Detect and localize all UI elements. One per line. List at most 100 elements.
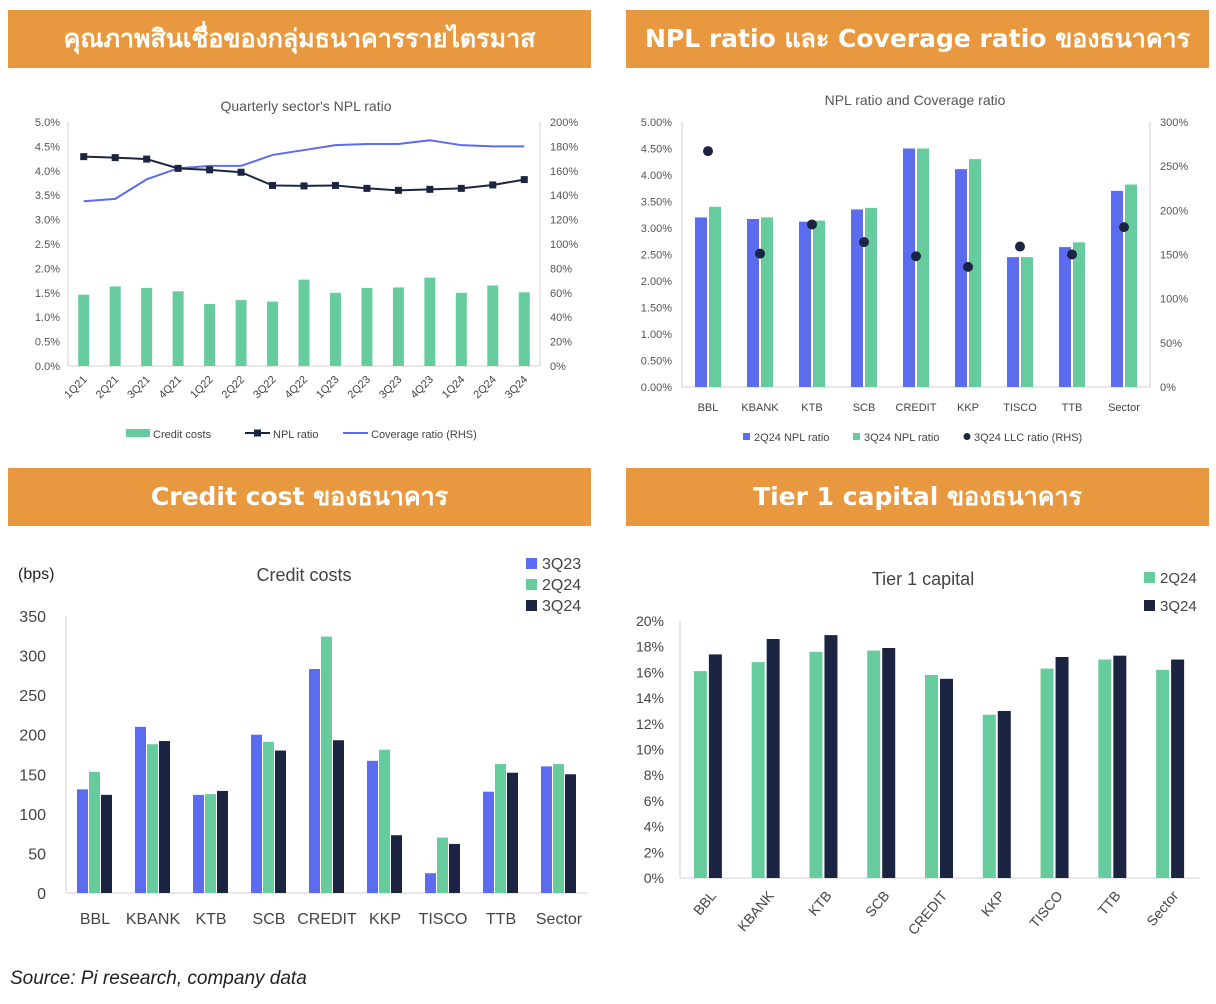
y-tick-label-right: 180% [550, 141, 578, 153]
chart-npl-coverage-svg: NPL ratio and Coverage ratio 0.00% 0.50% 1… [641, 92, 1189, 444]
bar-3q24 [940, 678, 953, 878]
bar-3q23 [425, 873, 436, 893]
banner-npl-coverage: NPL ratio และ Coverage ratio ของธนาคาร [626, 10, 1209, 68]
bar-3q24-npl [1073, 242, 1085, 387]
bar-3q23 [541, 766, 552, 893]
bar-2q24-npl [903, 148, 915, 387]
x-tick-label: 3Q24 [503, 374, 531, 402]
legend-swatch-2q24 [526, 579, 537, 590]
bar-2q24 [1040, 668, 1054, 878]
bar-3q24 [1171, 659, 1185, 878]
y-tick-label-right: 0% [550, 361, 566, 373]
x-tick-label: TTB [486, 911, 516, 928]
bar-3q23 [309, 669, 320, 893]
dot-3q24-llc [703, 146, 713, 157]
bar-3q24 [997, 710, 1011, 878]
y-tick-label-left: 4.5% [35, 141, 60, 153]
marker-npl-ratio [363, 184, 371, 192]
x-tick-label: 2Q22 [220, 374, 248, 402]
chart-credit-costs-svg: Credit costs (bps) 0 50 100 150 200 250 300 350… [18, 556, 588, 928]
bar-3q24 [217, 790, 228, 893]
x-tick-label: 2Q23 [346, 374, 374, 402]
bar-3q24-npl [813, 220, 825, 387]
bar-2q24-npl [851, 209, 863, 387]
bar-3q23 [251, 734, 262, 893]
legend-label: 3Q24 [1160, 598, 1197, 615]
x-tick-label: TTB [1094, 888, 1123, 919]
y-tick-label: 6% [644, 793, 664, 809]
legend-swatch-3q24 [1144, 600, 1155, 611]
legend-label: 3Q24 [542, 598, 581, 615]
y-tick-label: 2% [644, 844, 664, 860]
x-tick-label: KTB [805, 888, 835, 919]
y-tick-label-right: 160% [550, 166, 578, 178]
x-tick-label: BBL [698, 402, 719, 414]
bar-2q24 [553, 763, 564, 893]
y-tick-label: 18% [636, 639, 664, 655]
bar-3q24 [391, 835, 402, 893]
marker-npl-ratio [174, 164, 182, 172]
legend-label: Credit costs [153, 429, 212, 441]
x-tick-label: BBL [80, 911, 110, 928]
legend-label: 3Q23 [542, 556, 581, 573]
bar-credit-costs [109, 286, 121, 366]
y-tick-label: 4% [644, 819, 664, 835]
bar-3q23 [483, 791, 494, 893]
y-tick-label-right: 50% [1160, 338, 1182, 350]
source-note: Source: Pi research, company data [10, 968, 307, 989]
y-tick-label-left: 1.5% [35, 288, 60, 300]
bar-2q24 [693, 671, 707, 878]
bar-3q24 [882, 647, 896, 878]
bar-credit-costs [361, 287, 373, 366]
dot-3q24-llc [1119, 222, 1129, 233]
marker-npl-ratio [206, 166, 214, 174]
legend-swatch-2q24 [743, 433, 750, 440]
x-tick-label: KKP [978, 888, 1008, 920]
chart-title: Quarterly sector's NPL ratio [221, 98, 392, 114]
y-tick-label-right: 150% [1160, 250, 1188, 262]
x-tick-label: 4Q21 [157, 374, 185, 402]
bar-3q24-npl [1021, 257, 1033, 387]
legend-label: 2Q24 NPL ratio [754, 432, 829, 444]
marker-npl-ratio [489, 181, 497, 189]
y-tick-label-left: 0.0% [35, 361, 60, 373]
dot-3q24-llc [1015, 241, 1025, 252]
bar-3q24 [708, 654, 722, 878]
marker-npl-ratio [269, 181, 277, 189]
bar-credit-costs [78, 294, 90, 366]
bar-2q24-npl [799, 221, 811, 387]
y-tick-label-right: 100% [550, 239, 578, 251]
legend-label: 2Q24 [1160, 570, 1197, 587]
x-tick-label: BBL [690, 887, 719, 918]
bar-2q24 [379, 749, 390, 893]
bar-2q24 [867, 650, 881, 878]
y-tick-label-right: 200% [550, 117, 578, 129]
y-tick-label-left: 5.00% [641, 117, 672, 129]
bar-2q24 [263, 741, 274, 893]
legend-swatch-3q24 [526, 600, 537, 611]
y-tick-label-left: 4.50% [641, 144, 672, 156]
bar-2q24-npl [1059, 247, 1071, 387]
x-tick-label: SCB [862, 888, 893, 920]
dot-3q24-llc [911, 251, 921, 262]
y-tick-label-right: 20% [550, 337, 572, 349]
x-tick-label: KKP [957, 402, 979, 414]
bar-3q24 [507, 772, 518, 893]
bar-credit-costs [455, 292, 467, 366]
bar-3q24 [1113, 655, 1127, 878]
bar-credit-costs [518, 292, 530, 366]
bar-3q24 [159, 741, 170, 893]
marker-npl-ratio [80, 153, 88, 161]
legend-swatch-3q23 [526, 558, 537, 569]
x-tick-label: KKP [369, 911, 401, 928]
x-tick-label: CREDIT [297, 911, 357, 928]
bar-3q24-npl [865, 207, 877, 387]
y-tick-label-right: 80% [550, 263, 572, 275]
bar-3q24 [333, 740, 344, 893]
x-tick-label: Sector [1108, 402, 1140, 414]
x-tick-label: 3Q23 [377, 374, 405, 402]
x-tick-label: 2Q21 [94, 374, 122, 402]
legend-label: Coverage ratio (RHS) [371, 429, 477, 441]
x-tick-label: 1Q23 [314, 374, 342, 402]
bar-credit-costs [267, 301, 279, 366]
